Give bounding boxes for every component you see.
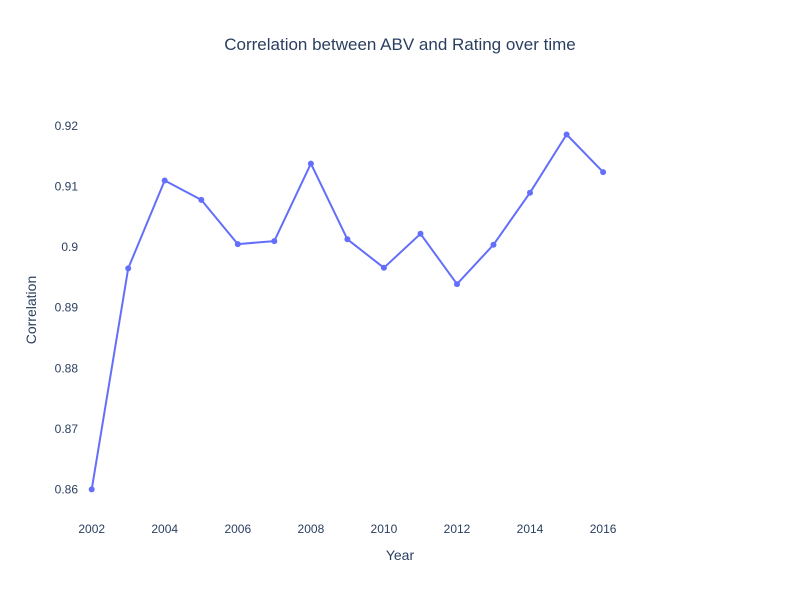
y-tick-label: 0.9	[61, 240, 78, 254]
data-point[interactable]	[563, 131, 570, 138]
x-tick-label: 2014	[517, 522, 544, 536]
data-point[interactable]	[198, 196, 205, 203]
data-point[interactable]	[88, 486, 95, 493]
y-axis-ticks: 0.86 0.87 0.88 0.89 0.9 0.91 0.92	[55, 119, 79, 496]
y-tick-label: 0.89	[55, 301, 79, 315]
data-point[interactable]	[527, 189, 533, 196]
x-tick-label: 2016	[590, 522, 617, 536]
data-point[interactable]	[454, 281, 460, 288]
x-tick-label: 2012	[444, 522, 471, 536]
data-point[interactable]	[125, 265, 132, 272]
data-point[interactable]	[490, 241, 497, 248]
data-point[interactable]	[234, 241, 241, 248]
chart-title: Correlation between ABV and Rating over …	[224, 35, 576, 54]
x-tick-label: 2010	[371, 522, 398, 536]
data-point[interactable]	[417, 230, 424, 237]
y-tick-label: 0.92	[55, 119, 79, 133]
series-layer	[88, 131, 607, 493]
x-tick-label: 2004	[151, 522, 178, 536]
data-point[interactable]	[161, 177, 168, 184]
y-tick-label: 0.87	[55, 422, 79, 436]
data-point[interactable]	[600, 169, 607, 176]
y-axis-label: Correlation	[23, 276, 39, 344]
x-tick-label: 2008	[298, 522, 325, 536]
y-tick-label: 0.91	[55, 180, 79, 194]
data-point[interactable]	[380, 264, 387, 271]
data-point[interactable]	[307, 160, 314, 167]
x-tick-label: 2002	[78, 522, 105, 536]
y-tick-label: 0.88	[55, 361, 79, 375]
y-tick-label: 0.86	[55, 482, 79, 496]
data-point[interactable]	[344, 236, 351, 243]
x-axis-ticks: 2002 2004 2006 2008 2010 2012 2014 2016	[78, 522, 616, 536]
x-axis-label: Year	[386, 547, 415, 563]
data-point[interactable]	[271, 238, 278, 245]
x-tick-label: 2006	[224, 522, 251, 536]
